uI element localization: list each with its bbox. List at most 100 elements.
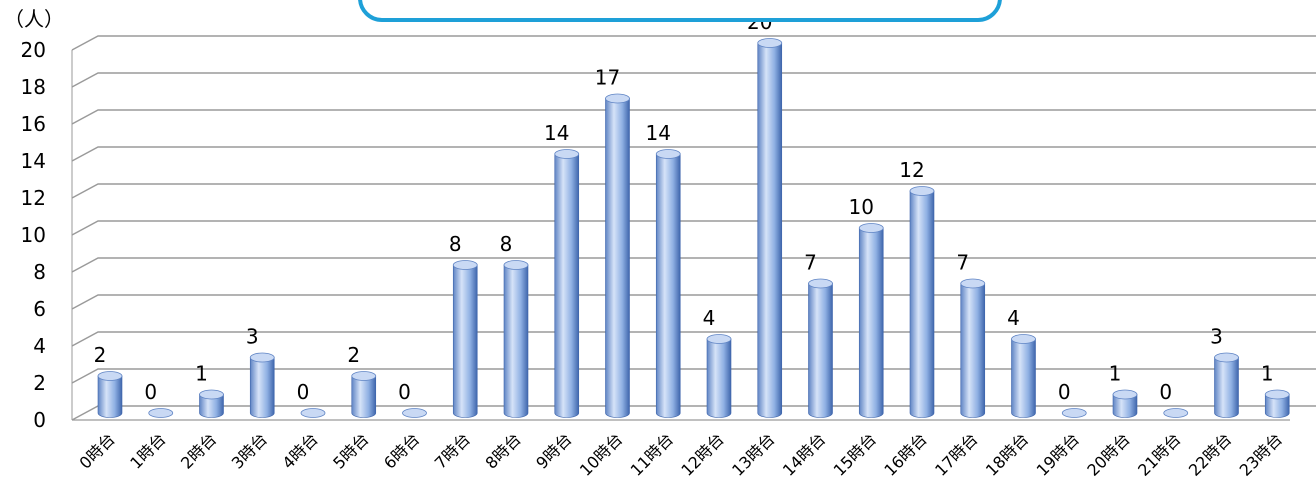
y-tick-label: 8: [33, 260, 46, 284]
bar-value-label: 8: [449, 232, 462, 256]
bar-body: [97, 375, 123, 418]
chart-title-banner: [358, 0, 1002, 22]
x-tick-label: 23時台: [1236, 429, 1286, 479]
x-tick-label: 8時台: [482, 429, 525, 472]
bar: [1011, 334, 1036, 418]
bar: [351, 371, 377, 418]
bar-value-label: 1: [195, 362, 208, 386]
bar: [1112, 389, 1138, 418]
bar-body: [351, 375, 377, 418]
y-tick-label: 14: [21, 149, 46, 173]
bar-body: [706, 338, 732, 418]
bar: [249, 352, 275, 418]
bar-body: [199, 394, 224, 418]
bar-cap: [757, 38, 783, 48]
x-tick-label: 9時台: [532, 429, 575, 472]
bar: [1214, 352, 1239, 418]
x-tick-label: 19時台: [1033, 429, 1083, 479]
y-tick-label: 0: [33, 408, 46, 432]
bar: [808, 278, 833, 418]
bar-cap: [503, 260, 529, 270]
bar-body: [452, 264, 478, 418]
bar-body: [960, 283, 986, 418]
x-tick-label: 1時台: [126, 429, 169, 472]
bar: [1163, 408, 1189, 418]
bar-body: [655, 153, 681, 418]
bar-value-label: 2: [347, 343, 360, 367]
x-tick-label: 4時台: [279, 429, 322, 472]
bar: [757, 38, 783, 418]
bar-cap: [1112, 389, 1138, 400]
bar: [1264, 389, 1290, 418]
bar-value-label: 3: [1210, 325, 1223, 349]
bar-value-label: 4: [703, 306, 716, 330]
bar-body: [503, 264, 529, 418]
bar-body: [808, 283, 833, 418]
gridline: [71, 294, 1316, 310]
y-tick-label: 6: [33, 297, 46, 321]
x-tick-label: 10時台: [576, 429, 626, 479]
bar: [554, 149, 580, 418]
bar: [655, 149, 681, 418]
bar: [199, 389, 224, 418]
bar-cap: [351, 371, 377, 381]
bar-value-label: 17: [595, 66, 620, 90]
gridline: [71, 72, 1316, 88]
bar: [706, 334, 732, 418]
x-tick-label: 18時台: [982, 429, 1032, 479]
gridline: [71, 146, 1316, 162]
bar-body: [909, 190, 935, 418]
bar: [909, 186, 935, 418]
bar-value-label: 4: [1007, 306, 1020, 330]
bar-cap: [452, 260, 478, 270]
bar-cap: [605, 93, 630, 104]
y-tick-label: 10: [21, 223, 46, 247]
bar-cap: [97, 371, 123, 381]
bar-value-label: 7: [804, 251, 817, 275]
bar-value-label: 0: [1058, 380, 1071, 404]
bar-cap: [199, 389, 224, 400]
bar-body: [605, 98, 630, 418]
bar-value-label: 1: [1109, 362, 1122, 386]
gridline: [71, 183, 1316, 199]
bar-body: [1264, 394, 1290, 418]
x-tick-label: 0時台: [76, 429, 119, 472]
bar-value-label: 8: [500, 232, 513, 256]
y-axis-unit-label: （人）: [4, 7, 64, 31]
bar-value-label: 0: [1159, 380, 1172, 404]
bar-value-label: 0: [398, 380, 411, 404]
x-tick-label: 16時台: [880, 429, 930, 479]
gridline: [71, 109, 1316, 125]
bar-value-label: 14: [646, 121, 671, 145]
bar-value-label: 7: [956, 251, 969, 275]
y-tick-label: 4: [33, 334, 46, 358]
bar: [148, 408, 174, 418]
x-tick-label: 5時台: [329, 429, 372, 472]
bar-cap: [1214, 352, 1239, 363]
y-tick-label: 16: [21, 112, 46, 136]
bar: [858, 223, 884, 418]
x-tick-label: 6時台: [380, 429, 423, 472]
bar-cap: [655, 149, 681, 159]
x-tick-label: 11時台: [627, 429, 677, 479]
gridline: [71, 257, 1316, 273]
bar-body: [757, 42, 783, 418]
bar-value-label: 12: [899, 158, 924, 182]
bar-cap: [960, 278, 986, 289]
gridline: [71, 220, 1316, 236]
bar-cap: [858, 223, 884, 233]
x-tick-label: 2時台: [177, 429, 220, 472]
bar-cap: [1011, 334, 1036, 344]
bar-cap: [706, 334, 732, 344]
bar-value-label: 3: [246, 325, 259, 349]
x-tick-label: 21時台: [1134, 429, 1184, 479]
x-tick-label: 14時台: [779, 429, 829, 479]
x-tick-label: 7時台: [431, 429, 474, 472]
bar: [1061, 408, 1087, 418]
x-tick-label: 3時台: [228, 429, 271, 472]
bar-value-label: 0: [297, 380, 310, 404]
y-tick-label: 2: [33, 371, 46, 395]
bar-cap: [249, 352, 275, 363]
bar-cap: [554, 149, 580, 159]
